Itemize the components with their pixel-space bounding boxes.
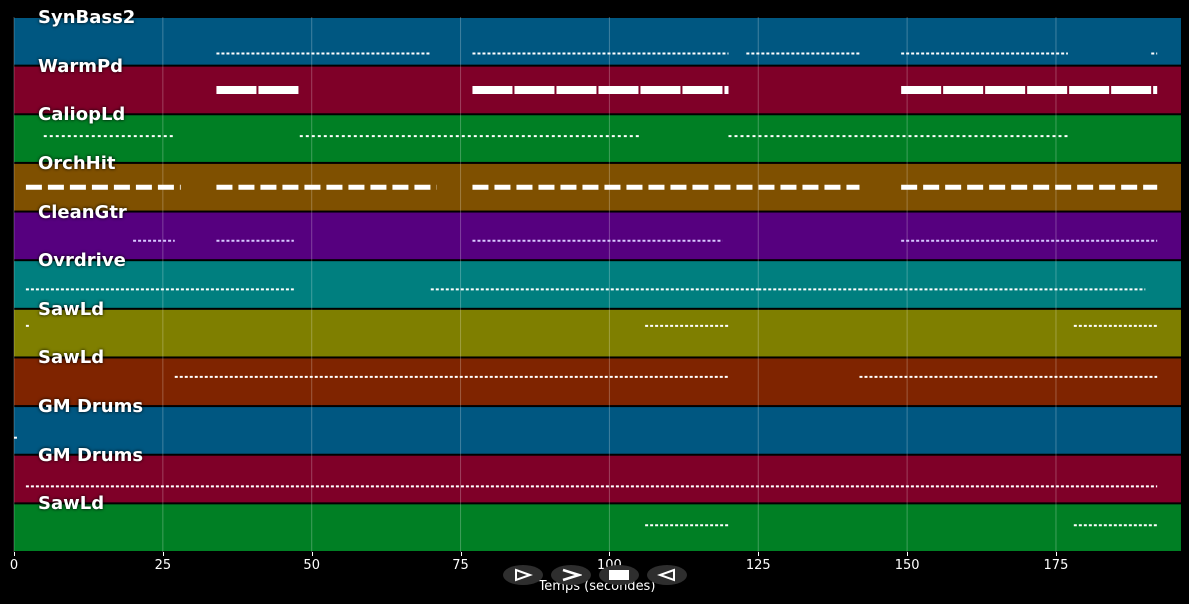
tick-label: 25 [154, 558, 172, 573]
track-label: CleanGtr [38, 201, 127, 223]
track-band [14, 407, 1181, 454]
rewind-button[interactable] [647, 565, 687, 585]
track-label: SawLd [38, 347, 105, 369]
tick-label: 50 [303, 558, 320, 573]
tick-mark [311, 552, 313, 556]
tick-mark [14, 552, 15, 556]
tick-label: 125 [745, 558, 771, 573]
stop-icon [609, 570, 629, 580]
tick-mark [907, 552, 909, 556]
track-band [14, 18, 1181, 65]
track-label: CaliopLd [38, 104, 126, 126]
tick-label: 150 [894, 558, 920, 573]
track-label: GM Drums [38, 444, 144, 466]
track-label: WarmPd [38, 55, 124, 77]
tick-label: 0 [9, 558, 19, 573]
track-band [14, 115, 1181, 162]
tick-mark [1055, 552, 1057, 556]
track-band [14, 358, 1181, 406]
forward-icon [562, 568, 582, 582]
tick-mark [758, 552, 760, 556]
track-label: SynBass2 [38, 7, 136, 28]
track-label: SawLd [38, 298, 105, 320]
track-band [14, 504, 1181, 551]
tick-label: 75 [452, 558, 469, 573]
rewind-icon [657, 568, 675, 582]
play-outline-icon [515, 568, 533, 582]
tick-mark [460, 552, 462, 556]
track-label: SawLd [38, 493, 105, 515]
track-band [14, 261, 1181, 308]
track-band [14, 212, 1181, 260]
track-band [14, 455, 1181, 503]
stop-button[interactable] [599, 565, 639, 585]
forward-button[interactable] [551, 565, 591, 585]
tick-label: 175 [1043, 558, 1069, 573]
tick-mark [609, 552, 611, 556]
track-label: Ovrdrive [38, 250, 126, 272]
play-button[interactable] [503, 565, 543, 585]
tick-mark [162, 552, 164, 556]
track-band [14, 309, 1181, 357]
track-label: OrchHit [38, 152, 116, 174]
track-label: GM Drums [38, 396, 144, 418]
